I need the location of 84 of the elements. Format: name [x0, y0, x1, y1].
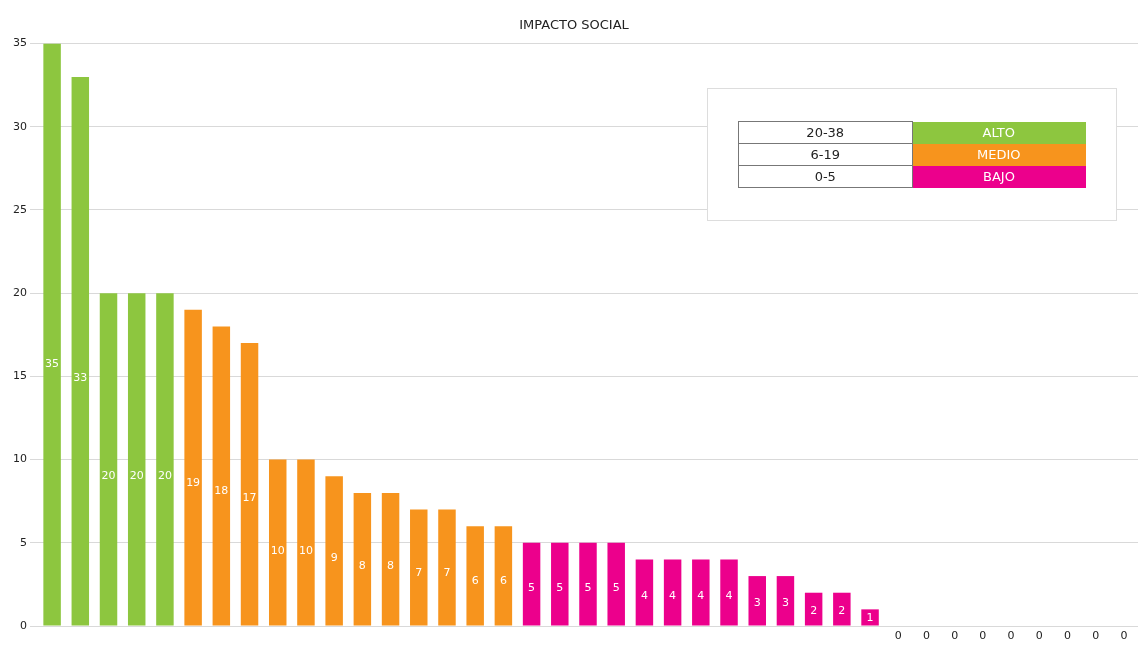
- data-label: 33: [73, 371, 88, 385]
- bar: [240, 343, 259, 626]
- data-label: 2: [838, 603, 846, 617]
- data-label: 6: [471, 573, 479, 587]
- data-label: 1: [866, 611, 874, 625]
- data-label: 7: [415, 566, 423, 580]
- data-label: 17: [242, 491, 257, 505]
- data-label: 4: [640, 588, 648, 602]
- annotation: 6-19: [738, 143, 912, 166]
- bar: [353, 492, 372, 626]
- bar: [184, 309, 202, 626]
- bar: [381, 492, 400, 626]
- data-label: 10: [298, 543, 313, 557]
- bar: [522, 542, 541, 626]
- data-label: 4: [697, 588, 705, 602]
- bar: [43, 43, 61, 626]
- bar: [833, 592, 851, 626]
- data-label: 10: [270, 543, 285, 557]
- y-tick-label: 0: [20, 618, 27, 632]
- y-tick-label: 30: [13, 119, 27, 133]
- y-tick-label: 25: [13, 202, 27, 216]
- data-label: 5: [528, 581, 536, 595]
- bar: [297, 459, 315, 626]
- annotation: 20-38: [738, 121, 912, 144]
- data-label: 0: [1063, 628, 1071, 642]
- bar: [804, 592, 823, 626]
- data-label: 20: [101, 468, 116, 482]
- data-label: 3: [753, 596, 761, 610]
- bar: [127, 293, 146, 626]
- data-label: 5: [556, 581, 564, 595]
- data-label: 0: [1092, 628, 1100, 642]
- bar: [156, 293, 174, 626]
- data-label: 0: [951, 628, 959, 642]
- bar: [635, 559, 654, 626]
- y-tick-label: 10: [13, 452, 27, 466]
- data-label: 35: [45, 356, 60, 370]
- data-label: 19: [186, 476, 201, 490]
- data-label: 9: [330, 551, 338, 565]
- y-tick-label: 5: [20, 535, 27, 549]
- bar: [99, 293, 118, 626]
- bar: [720, 559, 738, 626]
- data-label: 0: [1035, 628, 1043, 642]
- bar: [748, 576, 766, 626]
- bar: [466, 526, 484, 626]
- data-label: 0: [894, 628, 902, 642]
- annotation: 0-5: [738, 165, 912, 188]
- chart-title: IMPACTO SOCIAL: [519, 17, 630, 33]
- bar: [861, 609, 879, 626]
- text: MEDIO: [976, 147, 1021, 162]
- data-label: 8: [387, 558, 395, 572]
- bar: [212, 326, 231, 626]
- bar: [325, 476, 343, 626]
- bar: [607, 542, 625, 626]
- bar: [71, 76, 90, 626]
- data-label: 8: [358, 558, 366, 572]
- text: BAJO: [983, 169, 1015, 184]
- y-tick-label: 35: [13, 36, 27, 50]
- bar: [663, 559, 682, 626]
- data-label: 3: [781, 596, 789, 610]
- data-label: 6: [499, 573, 507, 587]
- bar: [776, 576, 795, 626]
- bar: [410, 509, 428, 626]
- data-label: 20: [129, 468, 144, 482]
- y-tick-label: 20: [13, 286, 27, 300]
- data-label: 0: [1120, 628, 1128, 642]
- y-tick-label: 15: [13, 369, 27, 383]
- bar: [269, 459, 287, 626]
- data-label: 20: [157, 468, 172, 482]
- data-label: 4: [669, 588, 677, 602]
- data-label: 0: [1007, 628, 1015, 642]
- bar: [692, 559, 710, 626]
- bar: [494, 526, 513, 626]
- bar: [551, 542, 569, 626]
- data-label: 5: [612, 581, 620, 595]
- data-label: 5: [584, 581, 592, 595]
- data-label: 0: [922, 628, 930, 642]
- data-label: 0: [979, 628, 987, 642]
- data-label: 4: [725, 588, 733, 602]
- bar: [438, 509, 456, 626]
- data-label: 18: [214, 483, 229, 497]
- data-label: 2: [810, 603, 818, 617]
- data-label: 7: [443, 566, 451, 580]
- bar: [579, 542, 597, 626]
- text: ALTO: [982, 125, 1016, 140]
